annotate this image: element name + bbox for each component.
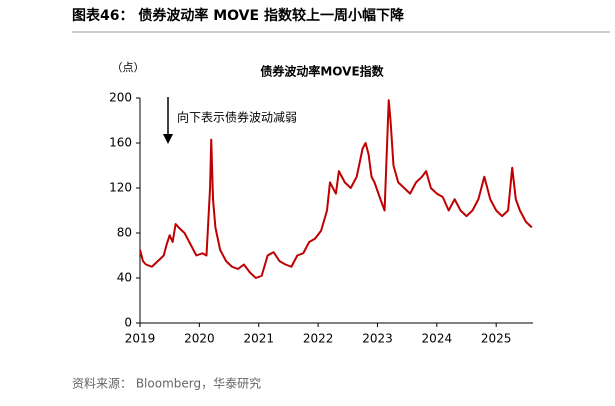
x-tick-label: 2024 bbox=[422, 332, 453, 346]
y-tick-label: 80 bbox=[117, 226, 132, 240]
y-tick-label: 0 bbox=[124, 316, 132, 330]
data-line bbox=[139, 99, 533, 279]
y-tick-label: 200 bbox=[109, 91, 132, 105]
chart-title: 债券波动率MOVE指数 bbox=[260, 64, 384, 79]
x-tick-label: 2025 bbox=[481, 332, 512, 346]
header-title: 图表46： 债券波动率 MOVE 指数较上一周小幅下降 bbox=[72, 7, 405, 24]
x-tick-label: 2019 bbox=[125, 332, 156, 346]
y-tick-label: 120 bbox=[109, 181, 132, 195]
x-tick-label: 2020 bbox=[184, 332, 215, 346]
x-tick-label: 2022 bbox=[303, 332, 334, 346]
y-tick-label: 160 bbox=[109, 136, 132, 150]
annotation: 向下表示债券波动减弱 bbox=[177, 110, 297, 125]
source: 资料来源： Bloomberg，华泰研究 bbox=[72, 376, 261, 391]
y-axis-label: （点） bbox=[112, 61, 145, 74]
arrow-head bbox=[163, 134, 173, 144]
x-tick-label: 2023 bbox=[362, 332, 393, 346]
y-tick-label: 40 bbox=[117, 271, 132, 285]
x-tick-label: 2021 bbox=[243, 332, 274, 346]
